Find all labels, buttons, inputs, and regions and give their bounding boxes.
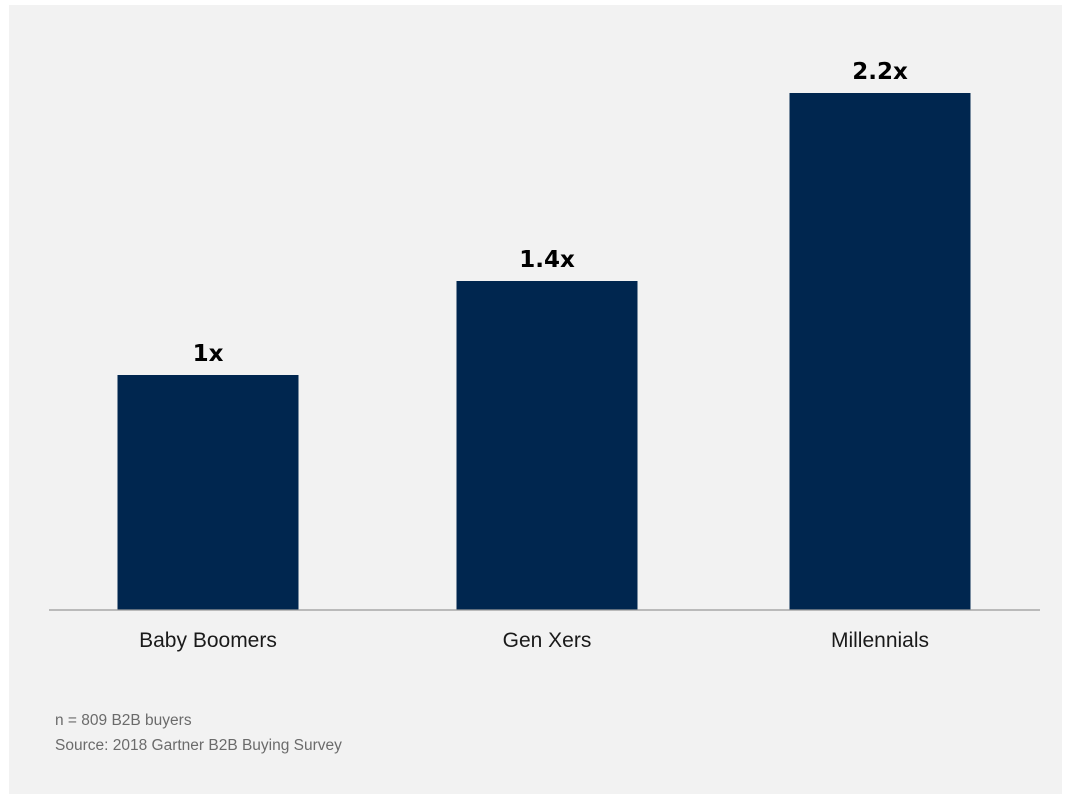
labels-layer: 1x Baby Boomers 1.4x Gen Xers 2.2x Millennial… <box>139 59 929 652</box>
source-note: Source: 2018 Gartner B2B Buying Survey <box>55 737 342 754</box>
bar-millennials <box>789 93 971 610</box>
data-label-gen-xers: 1.4x <box>519 247 575 273</box>
bar-baby-boomers <box>117 375 299 610</box>
sample-size-note: n = 809 B2B buyers <box>55 712 192 729</box>
category-label-gen-xers: Gen Xers <box>503 629 592 652</box>
data-label-baby-boomers: 1x <box>193 341 224 367</box>
category-label-baby-boomers: Baby Boomers <box>139 629 277 652</box>
data-label-millennials: 2.2x <box>852 59 908 85</box>
bar-gen-xers <box>456 281 638 610</box>
bars-layer <box>117 93 971 610</box>
category-label-millennials: Millennials <box>831 629 929 652</box>
chart-notes: n = 809 B2B buyers Source: 2018 Gartner … <box>55 708 342 758</box>
